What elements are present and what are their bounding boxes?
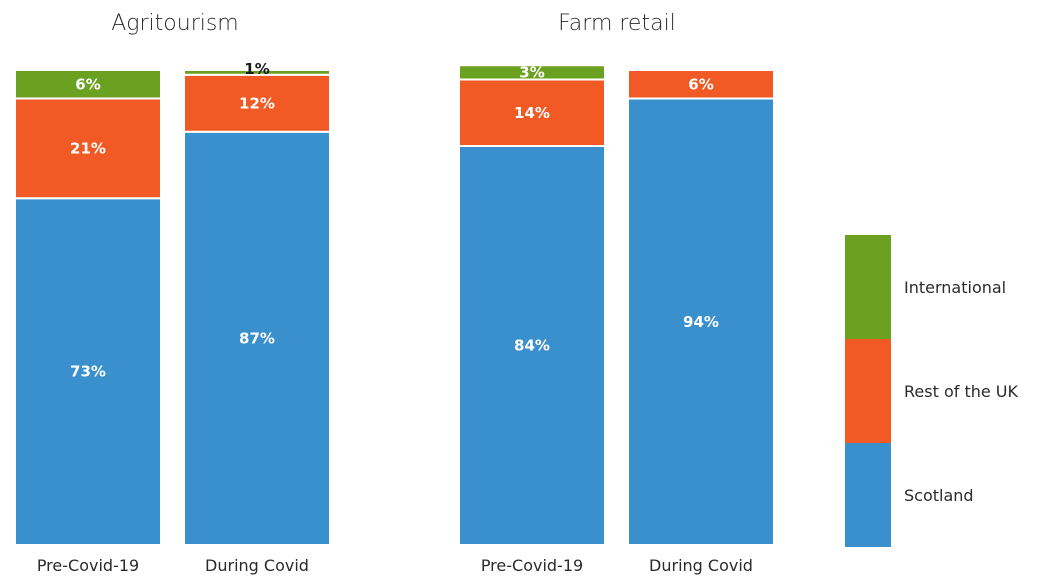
data-label-agritourism-pre-covid-19-international: 6% — [75, 75, 100, 93]
data-label-farm-retail-pre-covid-19-scotland: 84% — [514, 337, 550, 355]
bar-agritourism-pre-covid-19-international — [14, 69, 162, 100]
bar-agritourism-pre-covid-19-rest-of-the-uk — [14, 97, 162, 200]
data-label-agritourism-during-covid-scotland: 87% — [239, 329, 275, 347]
category-label-agritourism-during-covid: During Covid — [205, 556, 309, 575]
category-label-agritourism-pre-covid-19: Pre-Covid-19 — [37, 556, 139, 575]
bar-agritourism-during-covid-rest-of-the-uk — [183, 73, 331, 133]
category-label-farm-retail-pre-covid-19: Pre-Covid-19 — [481, 556, 583, 575]
data-label-agritourism-during-covid-rest-of-the-uk: 12% — [239, 94, 275, 112]
legend-swatch-rest-of-the-uk — [845, 339, 891, 443]
data-label-farm-retail-during-covid-scotland: 94% — [683, 313, 719, 331]
bar-farm-retail-pre-covid-19-rest-of-the-uk — [458, 78, 606, 147]
legend-label-rest-of-the-uk: Rest of the UK — [904, 382, 1019, 401]
bar-agritourism-during-covid-international — [183, 69, 331, 76]
legend-swatch-international — [845, 235, 891, 339]
bar-farm-retail-pre-covid-19-international — [458, 64, 606, 81]
chart-title-1: Farm retail — [558, 11, 676, 36]
bar-farm-retail-pre-covid-19-scotland — [458, 145, 606, 546]
data-label-agritourism-pre-covid-19-scotland: 73% — [70, 363, 106, 381]
bar-farm-retail-during-covid-rest-of-the-uk — [627, 69, 775, 100]
data-label-agritourism-pre-covid-19-rest-of-the-uk: 21% — [70, 139, 106, 157]
legend-label-international: International — [904, 278, 1006, 297]
chart-title-0: Agritourism — [111, 11, 239, 36]
category-label-farm-retail-during-covid: During Covid — [649, 556, 753, 575]
legend-swatch-scotland — [845, 443, 891, 547]
data-label-farm-retail-pre-covid-19-rest-of-the-uk: 14% — [514, 104, 550, 122]
data-label-farm-retail-during-covid-rest-of-the-uk: 6% — [688, 75, 713, 93]
bar-agritourism-during-covid-scotland — [183, 130, 331, 546]
bar-agritourism-pre-covid-19-scotland — [14, 197, 162, 546]
data-label-farm-retail-pre-covid-19-international: 3% — [519, 63, 544, 81]
legend-label-scotland: Scotland — [904, 486, 974, 505]
data-label-agritourism-during-covid-international: 1% — [244, 60, 269, 78]
